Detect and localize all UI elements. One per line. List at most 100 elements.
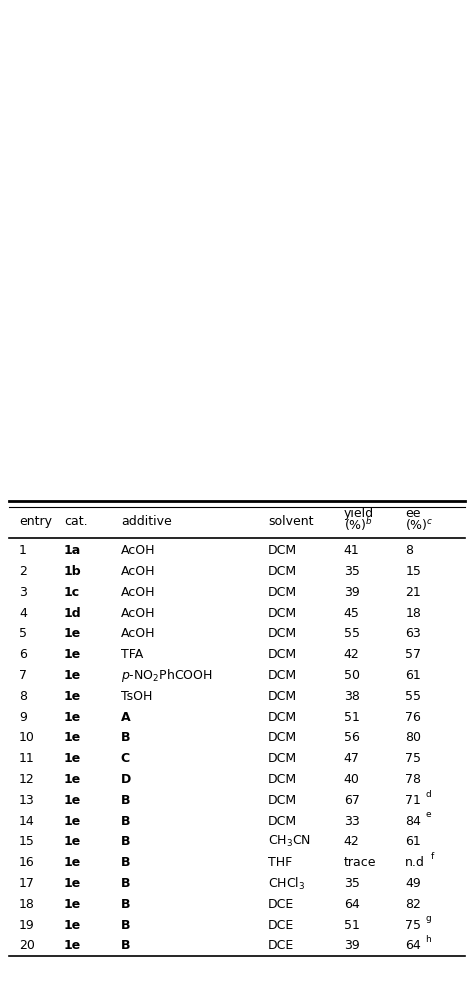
Text: e: e: [425, 810, 431, 819]
Text: B: B: [121, 939, 130, 952]
Text: 38: 38: [344, 690, 359, 703]
Text: DCM: DCM: [268, 544, 297, 557]
Text: B: B: [121, 793, 130, 806]
Text: 18: 18: [405, 607, 421, 620]
Text: A: A: [121, 711, 130, 724]
Text: 78: 78: [405, 773, 421, 786]
Text: entry: entry: [19, 514, 52, 528]
Text: B: B: [121, 919, 130, 931]
Text: 67: 67: [344, 793, 359, 806]
Text: 21: 21: [405, 586, 421, 599]
Text: 5: 5: [19, 628, 27, 640]
Text: DCM: DCM: [268, 711, 297, 724]
Text: 33: 33: [344, 814, 359, 827]
Text: 1c: 1c: [64, 586, 80, 599]
Text: 1e: 1e: [64, 711, 81, 724]
Text: DCM: DCM: [268, 773, 297, 786]
Text: 42: 42: [344, 648, 359, 661]
Text: DCM: DCM: [268, 669, 297, 682]
Text: 61: 61: [405, 835, 421, 848]
Text: 19: 19: [19, 919, 35, 931]
Text: CHCl$_3$: CHCl$_3$: [268, 876, 305, 892]
Text: DCM: DCM: [268, 732, 297, 745]
Text: 35: 35: [344, 565, 359, 578]
Text: 1e: 1e: [64, 648, 81, 661]
Text: 80: 80: [405, 732, 421, 745]
Text: 39: 39: [344, 939, 359, 952]
Text: (%)$^c$: (%)$^c$: [405, 517, 434, 532]
Text: ee: ee: [405, 507, 421, 520]
Text: 7: 7: [19, 669, 27, 682]
Text: B: B: [121, 856, 130, 869]
Text: 51: 51: [344, 711, 359, 724]
Text: B: B: [121, 814, 130, 827]
Text: 1e: 1e: [64, 753, 81, 766]
Text: 42: 42: [344, 835, 359, 848]
Text: TsOH: TsOH: [121, 690, 152, 703]
Text: 1e: 1e: [64, 773, 81, 786]
Text: 41: 41: [344, 544, 359, 557]
Text: TFA: TFA: [121, 648, 143, 661]
Text: 1b: 1b: [64, 565, 82, 578]
Text: 1e: 1e: [64, 793, 81, 806]
Text: AcOH: AcOH: [121, 628, 155, 640]
Text: 49: 49: [405, 877, 421, 890]
Text: 75: 75: [405, 753, 421, 766]
Text: 55: 55: [405, 690, 421, 703]
Text: 50: 50: [344, 669, 360, 682]
Text: n.d: n.d: [405, 856, 425, 869]
Text: DCM: DCM: [268, 586, 297, 599]
Text: 15: 15: [405, 565, 421, 578]
Text: DCM: DCM: [268, 565, 297, 578]
Text: DCM: DCM: [268, 753, 297, 766]
Text: f: f: [431, 852, 434, 861]
Text: 15: 15: [19, 835, 35, 848]
Text: 1e: 1e: [64, 628, 81, 640]
Text: solvent: solvent: [268, 514, 313, 528]
Text: 1e: 1e: [64, 835, 81, 848]
Text: cat.: cat.: [64, 514, 88, 528]
Text: DCM: DCM: [268, 690, 297, 703]
Text: 13: 13: [19, 793, 35, 806]
Text: 51: 51: [344, 919, 359, 931]
Text: 64: 64: [344, 898, 359, 911]
Text: THF: THF: [268, 856, 292, 869]
Text: 1e: 1e: [64, 669, 81, 682]
Text: 18: 18: [19, 898, 35, 911]
Text: AcOH: AcOH: [121, 586, 155, 599]
Text: 1e: 1e: [64, 690, 81, 703]
Text: 82: 82: [405, 898, 421, 911]
Text: trace: trace: [344, 856, 376, 869]
Text: 1e: 1e: [64, 856, 81, 869]
Text: h: h: [425, 935, 431, 944]
Text: DCE: DCE: [268, 898, 294, 911]
Text: 1e: 1e: [64, 814, 81, 827]
Text: DCM: DCM: [268, 648, 297, 661]
Text: 16: 16: [19, 856, 35, 869]
Text: 4: 4: [19, 607, 27, 620]
Text: 1e: 1e: [64, 939, 81, 952]
Text: 10: 10: [19, 732, 35, 745]
Text: AcOH: AcOH: [121, 544, 155, 557]
Text: AcOH: AcOH: [121, 565, 155, 578]
Text: (%)$^b$: (%)$^b$: [344, 516, 373, 533]
Text: 84: 84: [405, 814, 421, 827]
Text: C: C: [121, 753, 130, 766]
Text: 61: 61: [405, 669, 421, 682]
Text: 11: 11: [19, 753, 35, 766]
Text: D: D: [121, 773, 131, 786]
Text: ations and Subsequent Synthesis of a Methylene γ-Lactone.: ations and Subsequent Synthesis of a Met…: [84, 8, 390, 18]
Text: 56: 56: [344, 732, 359, 745]
Text: 8: 8: [19, 690, 27, 703]
Text: g: g: [425, 915, 431, 923]
Text: 39: 39: [344, 586, 359, 599]
Text: 1d: 1d: [64, 607, 82, 620]
Text: 40: 40: [344, 773, 359, 786]
Text: 57: 57: [405, 648, 421, 661]
Text: 1e: 1e: [64, 919, 81, 931]
Text: 3: 3: [19, 586, 27, 599]
Text: 8: 8: [405, 544, 413, 557]
Text: B: B: [121, 732, 130, 745]
Text: 12: 12: [19, 773, 35, 786]
Text: DCE: DCE: [268, 939, 294, 952]
